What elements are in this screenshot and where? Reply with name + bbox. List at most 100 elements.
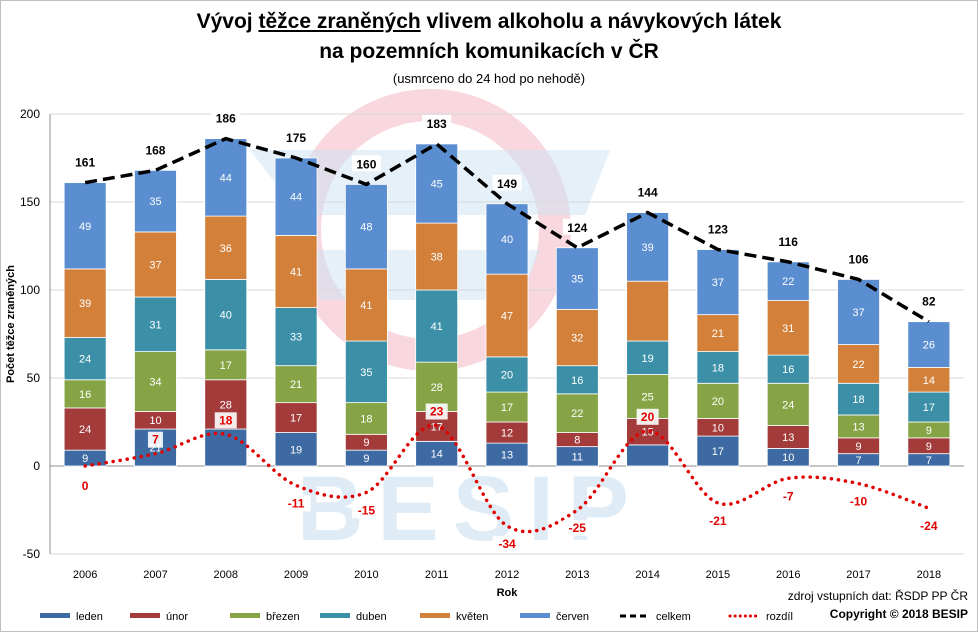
bar-value-label: 40: [220, 310, 232, 322]
difference-label-bg: [777, 488, 800, 505]
difference-label-bg: [77, 478, 93, 494]
bar-value-label: 9: [855, 441, 861, 453]
bar-segment: [907, 321, 951, 368]
bar-segment: [555, 247, 599, 310]
x-tick-label: 2006: [73, 569, 97, 581]
bar-segment: [837, 344, 880, 384]
bar-value-label: 37: [712, 277, 724, 289]
bar-segment: [63, 182, 107, 270]
total-label-bg: [211, 109, 241, 126]
bar-value-label: 18: [712, 362, 724, 374]
x-tick-label: 2013: [565, 569, 589, 581]
series-line-rozdil: [83, 423, 931, 534]
x-tick-label: 2015: [706, 569, 730, 581]
chart-subtitle: (usmrceno do 24 hod po nehodě): [392, 71, 586, 86]
bar-value-label: 17: [712, 446, 724, 458]
bar-segment: [415, 440, 459, 467]
bar-value-label: 22: [571, 408, 583, 420]
bar-segment: [907, 367, 951, 393]
difference-label-bg: [281, 495, 311, 512]
watermark-text: BESIP: [297, 458, 643, 560]
total-value-label: 116: [779, 235, 799, 249]
bar-segment: [344, 183, 388, 270]
difference-label-bg: [703, 512, 733, 529]
y-tick-label: -50: [23, 547, 41, 561]
bar-value-label: 48: [360, 222, 372, 234]
chart-title-line2: na pozemních komunikacích v ČR: [319, 40, 659, 63]
x-tick-label: 2014: [635, 569, 659, 581]
bar-value-label: 8: [574, 435, 580, 447]
bar-value-label: 38: [431, 252, 443, 264]
x-tick-label: 2012: [495, 569, 519, 581]
bar-value-label: 31: [782, 323, 794, 335]
bar-value-label: 9: [82, 453, 88, 465]
difference-value-label: -10: [850, 495, 868, 509]
total-value-label: 123: [708, 223, 728, 237]
bar-value-label: 39: [641, 242, 653, 254]
x-tick-label: 2009: [284, 569, 308, 581]
bar-value-label: 24: [782, 399, 794, 411]
bar-value-label: 11: [572, 451, 583, 463]
total-value-label: 186: [216, 112, 236, 126]
bar-segment: [626, 280, 670, 342]
bar-value-label: 9: [926, 425, 932, 437]
bar-value-label: 35: [360, 367, 372, 379]
bar-segment: [63, 407, 107, 451]
bar-value-label: 36: [220, 243, 232, 255]
bar-segment: [766, 300, 810, 356]
bar-value-label: 7: [926, 455, 932, 467]
difference-label-bg: [351, 502, 381, 519]
copyright-note: Copyright © 2018 BESIP: [829, 607, 968, 621]
total-value-label: 106: [849, 252, 869, 266]
y-tick-label: 200: [20, 107, 40, 121]
bar-segment: [204, 138, 248, 217]
bar-value-label: 21: [290, 379, 302, 391]
x-tick-label: 2007: [143, 569, 167, 581]
bar-value-label: 47: [501, 311, 513, 323]
bar-value-label: 28: [431, 382, 443, 394]
bar-value-label: 10: [149, 415, 161, 427]
bar-value-label: 35: [571, 274, 583, 286]
total-value-label: 183: [427, 117, 447, 131]
legend-label: rozdíl: [766, 611, 793, 623]
legend-swatch: [130, 613, 160, 618]
bar-value-label: 33: [290, 332, 302, 344]
bar-segment: [204, 279, 248, 351]
difference-label-bg: [562, 520, 592, 536]
y-tick-label: 0: [33, 459, 40, 473]
bar-segment: [485, 391, 529, 423]
bar-value-label: 41: [431, 321, 443, 333]
bar-segment: [134, 296, 177, 353]
bar-segment: [555, 393, 599, 433]
legend-label: leden: [76, 611, 103, 623]
total-value-label: 175: [286, 131, 306, 145]
bar-value-label: 20: [501, 369, 513, 381]
y-tick-label: 150: [20, 195, 40, 209]
y-tick-label: 100: [20, 283, 40, 297]
bar-segment: [274, 307, 318, 367]
bar-value-label: 24: [79, 424, 91, 436]
bar-value-label: 14: [923, 375, 935, 387]
bar-value-label: 18: [852, 394, 864, 406]
legend-label: červen: [556, 611, 589, 623]
difference-value-label: -15: [358, 503, 376, 517]
difference-value-label: -21: [709, 514, 727, 528]
bar-value-label: 19: [641, 353, 653, 365]
bar-value-label: 12: [501, 428, 513, 440]
bar-value-label: 25: [641, 391, 653, 403]
bar-value-label: 28: [220, 399, 232, 411]
bar-segment: [837, 382, 880, 416]
total-label-bg: [351, 155, 381, 172]
bar-segment: [837, 279, 880, 345]
bar-segment: [626, 444, 670, 467]
bar-value-label: 16: [571, 375, 583, 387]
x-tick-label: 2010: [354, 569, 378, 581]
bar-value-label: 16: [782, 364, 794, 376]
bar-value-label: 19: [290, 444, 302, 456]
bar-value-label: 22: [782, 276, 794, 288]
bar-value-label: 39: [79, 298, 91, 310]
bar-value-label: 18: [360, 413, 372, 425]
total-label-bg: [917, 292, 940, 309]
legend-label: březen: [266, 611, 300, 623]
bar-segment: [274, 365, 318, 404]
